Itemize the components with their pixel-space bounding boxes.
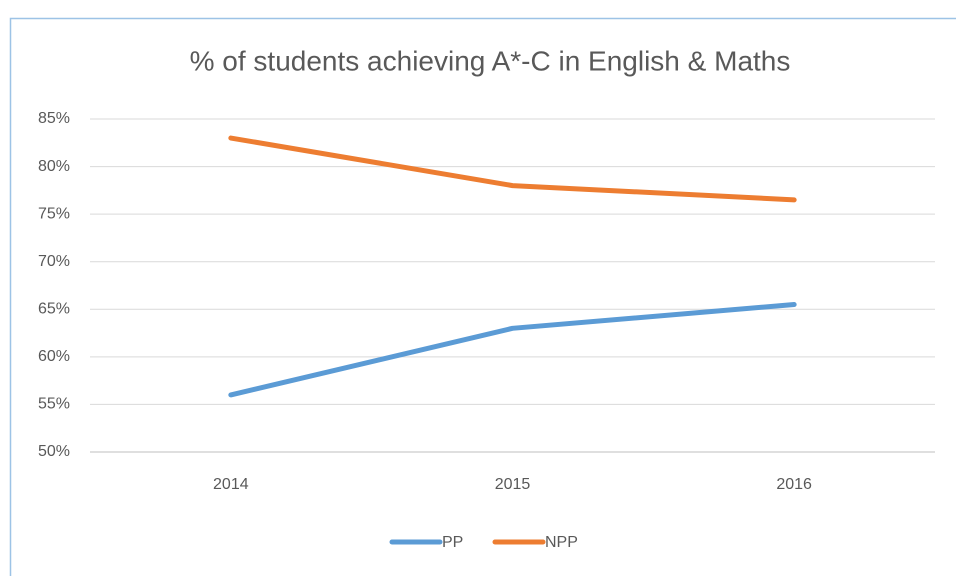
y-tick-label: 65% [38,301,70,318]
x-tick-label: 2014 [213,476,249,493]
y-tick-label: 70% [38,253,70,270]
series-line [228,135,797,203]
x-tick-label: 2016 [776,476,812,493]
y-tick-label: 80% [38,158,70,175]
chart-title: % of students achieving A*-C in English … [190,45,791,76]
y-tick-label: 60% [38,348,70,365]
y-tick-label: 85% [38,110,70,127]
series-line [228,302,797,398]
legend-label: NPP [545,534,578,551]
x-tick-label: 2015 [495,476,531,493]
chart-frame [9,17,956,576]
y-tick-label: 50% [38,443,70,460]
y-tick-label: 55% [38,396,70,413]
legend-label: PP [442,534,463,551]
y-tick-label: 75% [38,205,70,222]
